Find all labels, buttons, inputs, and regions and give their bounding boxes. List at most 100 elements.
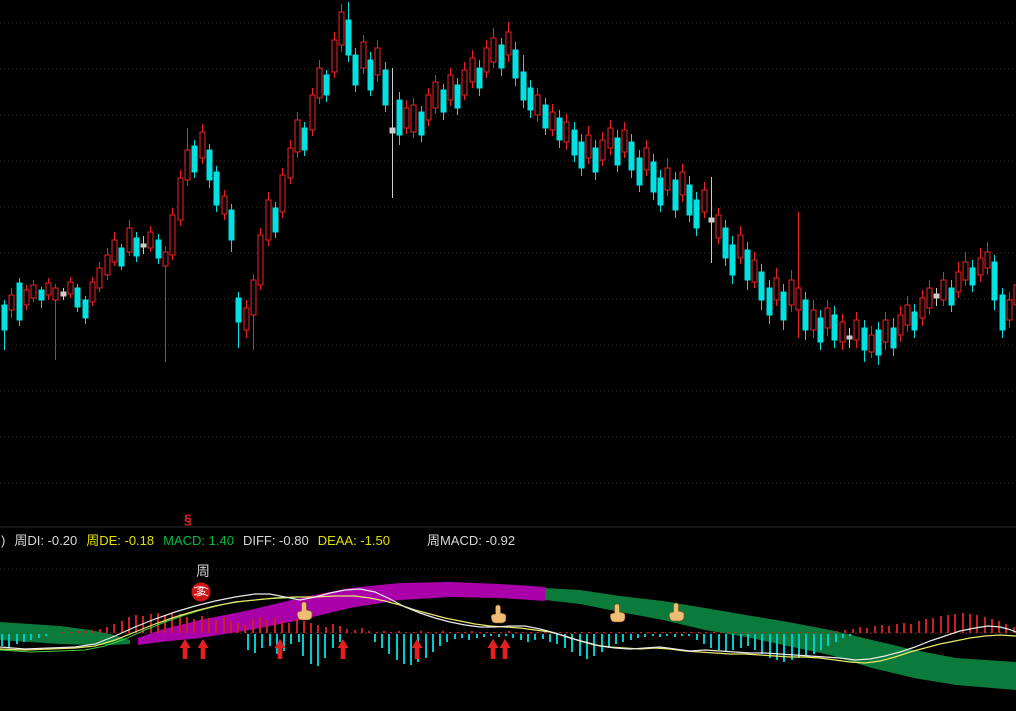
candle-body bbox=[817, 317, 824, 343]
hist-bar-negative bbox=[45, 634, 47, 636]
hist-bar-positive bbox=[800, 632, 802, 633]
hist-bar-positive bbox=[698, 632, 700, 633]
candle-body bbox=[352, 54, 359, 86]
hist-bar-negative bbox=[630, 634, 632, 640]
candle bbox=[520, 55, 527, 108]
candle bbox=[360, 35, 367, 74]
candle-body bbox=[599, 139, 606, 161]
hist-bar-negative bbox=[644, 634, 646, 637]
candle bbox=[221, 190, 228, 220]
candle bbox=[534, 88, 541, 122]
hist-bar-positive bbox=[435, 632, 437, 633]
candle-body bbox=[228, 209, 235, 241]
candle-body bbox=[184, 149, 191, 181]
candle bbox=[206, 144, 213, 188]
candle-body bbox=[162, 251, 169, 267]
candle-body bbox=[824, 307, 831, 329]
candle bbox=[52, 284, 59, 360]
candle bbox=[1, 300, 8, 350]
candlestick-panel[interactable] bbox=[0, 0, 1016, 527]
hist-bar-positive bbox=[603, 632, 605, 633]
hist-bar-positive bbox=[976, 615, 978, 633]
candle bbox=[911, 304, 918, 338]
candle-body bbox=[831, 314, 838, 341]
candle bbox=[213, 166, 220, 212]
candle bbox=[1006, 292, 1013, 328]
hist-bar-negative bbox=[396, 634, 398, 660]
hist-bar-positive bbox=[215, 620, 217, 633]
indicator-value: 周DI: -0.20 bbox=[14, 533, 78, 548]
candle-body bbox=[301, 127, 308, 151]
candle-body bbox=[243, 307, 250, 331]
hist-bar-positive bbox=[749, 632, 751, 633]
hist-bar-positive bbox=[230, 621, 232, 633]
candle bbox=[650, 154, 657, 200]
candle bbox=[868, 326, 875, 358]
candle-body bbox=[693, 199, 700, 229]
candle-body bbox=[592, 147, 599, 173]
candle-body bbox=[810, 309, 817, 331]
candle-body bbox=[432, 81, 439, 109]
hist-bar-positive bbox=[844, 630, 846, 633]
candle bbox=[628, 134, 635, 178]
hist-bar-negative bbox=[586, 634, 588, 659]
candle bbox=[839, 314, 846, 350]
candle bbox=[664, 158, 671, 196]
buy-signal-arrow-icon bbox=[411, 639, 423, 659]
candle-body bbox=[82, 299, 89, 319]
candle-body bbox=[382, 69, 389, 106]
hist-bar-positive bbox=[954, 614, 956, 633]
hist-bar-positive bbox=[69, 632, 71, 633]
hist-bar-negative bbox=[601, 634, 603, 652]
macd-green-line bbox=[0, 596, 301, 653]
hist-bar-negative bbox=[776, 634, 778, 660]
hist-bar-positive bbox=[676, 632, 678, 633]
candle-body bbox=[585, 134, 592, 159]
readout-prefix: ) bbox=[1, 533, 6, 548]
candle bbox=[483, 40, 490, 78]
candle bbox=[672, 172, 679, 218]
hist-bar-positive bbox=[486, 632, 488, 633]
hist-bar-negative bbox=[388, 634, 390, 654]
candle-body bbox=[199, 131, 206, 159]
hist-bar-positive bbox=[683, 632, 685, 633]
hist-bar-negative bbox=[747, 634, 749, 646]
candle-body bbox=[498, 44, 505, 69]
hist-bar-positive bbox=[874, 626, 876, 633]
candle-body bbox=[926, 287, 933, 309]
hist-bar-positive bbox=[918, 621, 920, 633]
candle-body bbox=[1013, 284, 1016, 306]
hist-bar-negative bbox=[622, 634, 624, 642]
candle-body bbox=[403, 107, 410, 129]
hist-bar-negative bbox=[38, 634, 40, 638]
candle bbox=[919, 290, 926, 326]
candle-body bbox=[133, 237, 140, 257]
candle bbox=[686, 176, 693, 222]
candle bbox=[933, 288, 940, 306]
hist-bar-negative bbox=[247, 634, 249, 650]
hist-bar-positive bbox=[522, 632, 524, 633]
candle bbox=[309, 88, 316, 136]
candle bbox=[257, 228, 264, 290]
candle bbox=[111, 232, 118, 266]
hist-bar-positive bbox=[128, 617, 130, 633]
hist-bar-positive bbox=[998, 621, 1000, 633]
candle-body bbox=[744, 249, 751, 281]
candle-body bbox=[802, 299, 809, 331]
candle bbox=[352, 48, 359, 92]
candle-body bbox=[374, 47, 381, 76]
hist-bar-positive bbox=[62, 632, 64, 633]
hist-bar-positive bbox=[208, 618, 210, 633]
hist-bar-negative bbox=[276, 634, 278, 654]
candle-body bbox=[679, 171, 686, 196]
hist-bar-positive bbox=[896, 624, 898, 633]
candle bbox=[104, 248, 111, 280]
candle-body bbox=[418, 111, 425, 136]
hist-bar-negative bbox=[1, 634, 3, 646]
candle bbox=[96, 262, 103, 292]
candle bbox=[795, 212, 802, 338]
candle-body bbox=[911, 311, 918, 331]
hist-bar-positive bbox=[625, 632, 627, 633]
hist-bar-positive bbox=[552, 632, 554, 633]
